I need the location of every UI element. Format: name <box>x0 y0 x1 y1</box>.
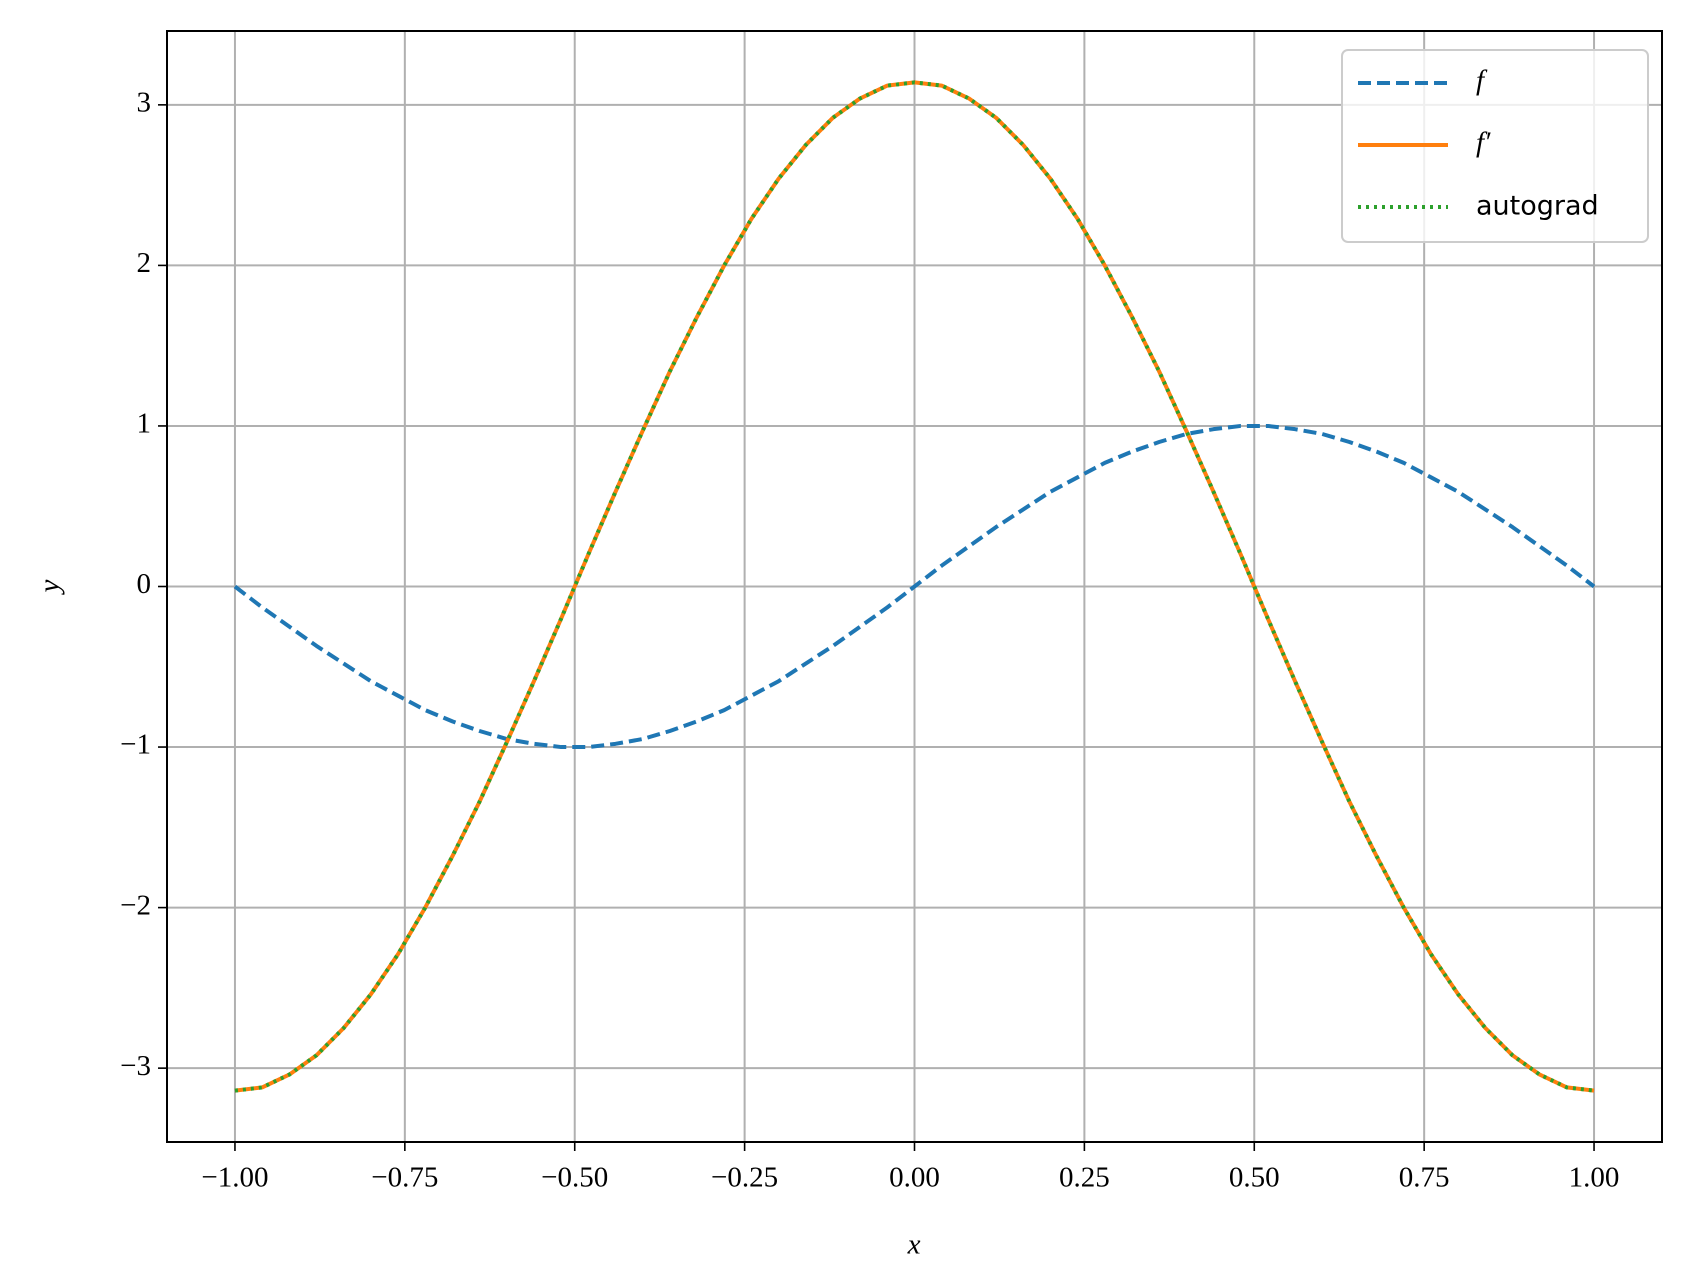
y-axis-label: y <box>34 579 66 595</box>
x-tick-label: −0.75 <box>371 1162 438 1194</box>
x-tick-label: −1.00 <box>201 1162 268 1194</box>
line-series <box>234 80 1595 1093</box>
x-tick-label: 0.00 <box>889 1162 940 1194</box>
y-tick-label: −3 <box>120 1050 151 1082</box>
plot-frame <box>166 30 1663 1143</box>
x-axis-label: x <box>907 1229 921 1261</box>
y-tick-label: 0 <box>137 568 152 600</box>
y-tick-label: 1 <box>137 408 152 440</box>
legend-label: autograd <box>1476 191 1599 222</box>
x-tick-label: 0.75 <box>1399 1162 1450 1194</box>
x-tick-label: −0.50 <box>541 1162 608 1194</box>
x-tick-label: 0.50 <box>1229 1162 1280 1194</box>
line-series <box>233 423 1596 750</box>
legend-frame <box>1341 49 1649 243</box>
y-tick-label: −2 <box>120 889 151 921</box>
legend-label: f′ <box>1476 127 1491 159</box>
x-tick-label: 0.25 <box>1059 1162 1110 1194</box>
x-tick-label: −0.25 <box>711 1162 778 1194</box>
y-tick-label: 2 <box>137 247 152 279</box>
x-tick-label: 1.00 <box>1569 1162 1620 1194</box>
y-tick-label: −1 <box>120 729 151 761</box>
y-tick-label: 3 <box>137 87 152 119</box>
